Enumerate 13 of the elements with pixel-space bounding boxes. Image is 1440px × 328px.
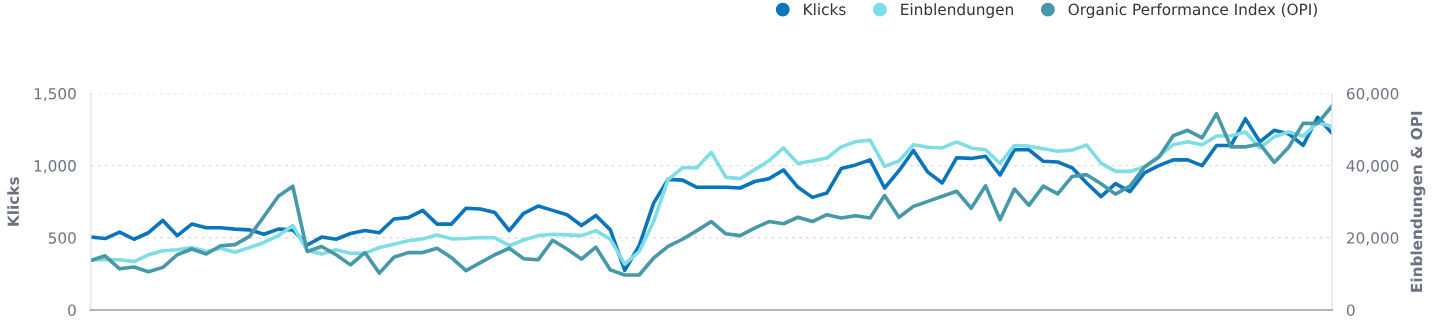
legend-label: Einblendungen xyxy=(901,3,1013,19)
y2-tick-label: 20,000 xyxy=(1347,232,1399,246)
y2-tick-label: 40,000 xyxy=(1346,160,1399,174)
legend-label: Organic Performance Index (OPI) xyxy=(1068,3,1317,19)
y-axis-title: Klicks xyxy=(7,177,20,226)
legend-label: Klicks xyxy=(804,3,846,16)
y-tick-label: 1,500 xyxy=(34,87,76,102)
y-tick-label: 500 xyxy=(48,232,76,244)
y-tick-label: 1,000 xyxy=(34,160,76,174)
y2-axis-title: Einblendungen & OPI xyxy=(1410,111,1426,292)
y2-tick-label: 60,000 xyxy=(1346,87,1399,102)
y-tick-label: 0 xyxy=(68,304,76,316)
y2-tick-label: 0 xyxy=(1346,304,1355,316)
